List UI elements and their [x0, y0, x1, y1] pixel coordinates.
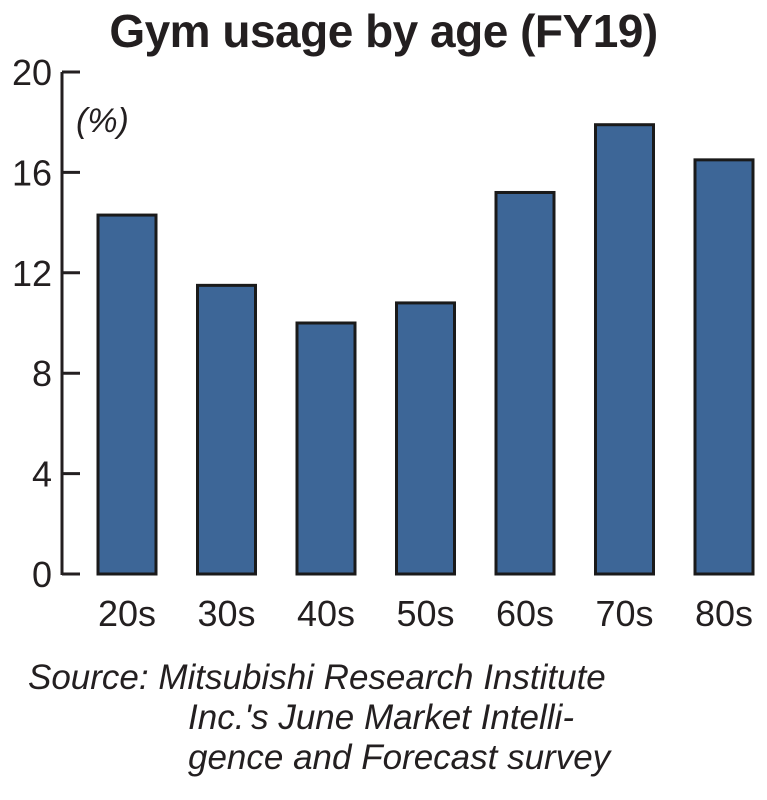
y-tick-label: 4: [32, 454, 52, 495]
source-line: Inc.'s June Market Intelli-: [188, 698, 574, 737]
y-tick-label: 16: [12, 152, 52, 193]
x-tick-label: 60s: [496, 593, 554, 634]
x-tick-label: 40s: [297, 593, 355, 634]
source-line: gence and Forecast survey: [188, 738, 611, 777]
source-note: Source: Mitsubishi Research Institute In…: [28, 658, 610, 778]
x-tick-label: 20s: [98, 593, 156, 634]
bar-70s: [594, 123, 655, 576]
chart-title: Gym usage by age (FY19): [109, 5, 658, 57]
bar-80s: [693, 158, 755, 576]
bar-20s: [96, 213, 158, 576]
bar-60s: [494, 190, 556, 576]
x-tick-label: 70s: [595, 593, 653, 634]
source-line: Source: Mitsubishi Research Institute: [28, 658, 606, 697]
x-tick-label: 50s: [396, 593, 454, 634]
y-tick-label: 8: [32, 353, 52, 394]
bar-30s: [196, 283, 257, 576]
x-tick-label: 80s: [695, 593, 753, 634]
bar-40s: [295, 321, 357, 576]
y-tick-label: 12: [12, 253, 52, 294]
y-axis-unit: (%): [76, 102, 129, 140]
y-tick-label: 0: [32, 554, 52, 595]
y-tick-label: 20: [12, 52, 52, 93]
x-tick-label: 30s: [197, 593, 255, 634]
bar-50s: [395, 301, 456, 576]
